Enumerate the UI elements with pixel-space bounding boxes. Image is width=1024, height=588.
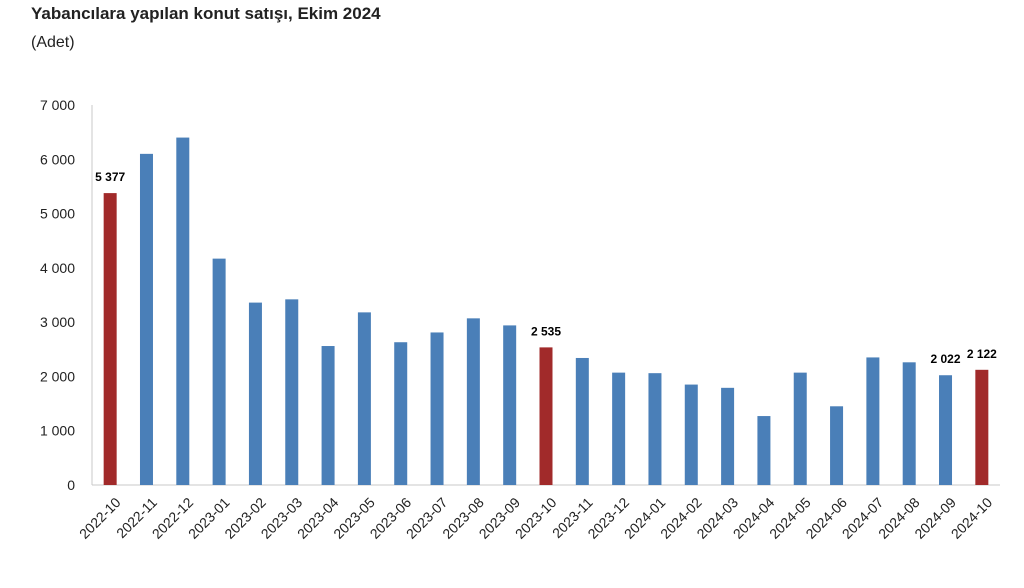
bar-2024-10 — [975, 369, 989, 485]
bar-2023-10 — [539, 347, 553, 485]
bar-2024-01 — [648, 373, 662, 485]
bar-2022-11 — [139, 153, 153, 485]
bar-2023-03 — [285, 299, 299, 485]
y-tick-label: 1 000 — [40, 423, 75, 439]
bar-2023-11 — [575, 357, 589, 485]
y-tick-label: 7 000 — [40, 97, 75, 113]
bar-2023-06 — [394, 342, 408, 485]
bar-2024-09 — [939, 375, 953, 485]
x-tick-label: 2024-10 — [948, 494, 996, 542]
bar-2024-08 — [902, 362, 916, 485]
bar-2022-12 — [176, 137, 190, 486]
bar-2023-05 — [357, 312, 371, 485]
chart-title: Yabancılara yapılan konut satışı, Ekim 2… — [31, 4, 381, 23]
y-tick-label: 6 000 — [40, 151, 75, 167]
data-label: 2 022 — [931, 352, 961, 366]
chart-subtitle: (Adet) — [31, 34, 75, 51]
bar-2023-09 — [503, 325, 517, 485]
bar-2023-12 — [612, 372, 626, 485]
bar-2024-06 — [830, 406, 844, 485]
data-label: 2 122 — [967, 347, 997, 361]
bar-2023-02 — [248, 302, 262, 485]
bar-2023-04 — [321, 346, 335, 485]
bar-2024-05 — [793, 372, 807, 485]
y-tick-label: 0 — [67, 477, 75, 493]
bar-2023-01 — [212, 258, 226, 485]
y-tick-label: 3 000 — [40, 314, 75, 330]
bar-2024-04 — [757, 416, 771, 485]
bar-2022-10 — [103, 193, 117, 485]
y-tick-label: 4 000 — [40, 260, 75, 276]
data-label: 5 377 — [95, 170, 125, 184]
y-tick-label: 2 000 — [40, 368, 75, 384]
bar-2024-03 — [721, 387, 735, 485]
data-label: 2 535 — [531, 324, 561, 338]
bar-2023-08 — [466, 318, 480, 485]
bar-2024-07 — [866, 357, 880, 485]
bar-2024-02 — [684, 384, 698, 485]
y-tick-label: 5 000 — [40, 206, 75, 222]
bar-2023-07 — [430, 332, 444, 485]
